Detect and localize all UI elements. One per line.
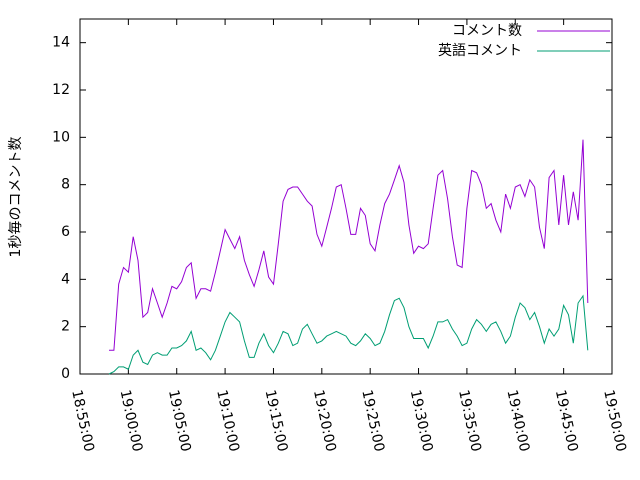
y-tick-label: 2 [61, 319, 70, 335]
x-tick-label: 19:45:00 [552, 388, 581, 453]
y-tick-label: 8 [61, 177, 70, 193]
y-tick-label: 12 [52, 82, 70, 98]
x-tick-label: 19:30:00 [407, 388, 436, 453]
plot-border [79, 18, 613, 375]
x-tick-label: 18:55:00 [68, 388, 97, 453]
x-tick-label: 19:35:00 [455, 388, 484, 453]
x-tick-label: 19:05:00 [165, 388, 194, 453]
legend-label: 英語コメント [438, 42, 522, 59]
y-tick-label: 4 [61, 271, 70, 287]
legend-label: コメント数 [452, 23, 522, 39]
y-tick-label: 14 [52, 35, 70, 51]
series-line [108, 294, 589, 375]
y-tick-label: 10 [52, 129, 70, 145]
x-tick-label: 19:00:00 [117, 388, 146, 453]
y-tick-label: 6 [61, 224, 70, 240]
y-tick-label: 0 [61, 366, 70, 382]
x-tick-label: 19:15:00 [262, 388, 291, 453]
series-line [109, 139, 589, 351]
x-tick-label: 19:20:00 [310, 388, 339, 453]
x-tick-label: 19:10:00 [213, 388, 242, 453]
x-tick-label: 19:40:00 [503, 388, 532, 453]
x-tick-label: 19:50:00 [600, 388, 629, 453]
y-axis-label: 1秒毎のコメント数 [8, 137, 24, 258]
x-tick-label: 19:25:00 [358, 388, 387, 453]
